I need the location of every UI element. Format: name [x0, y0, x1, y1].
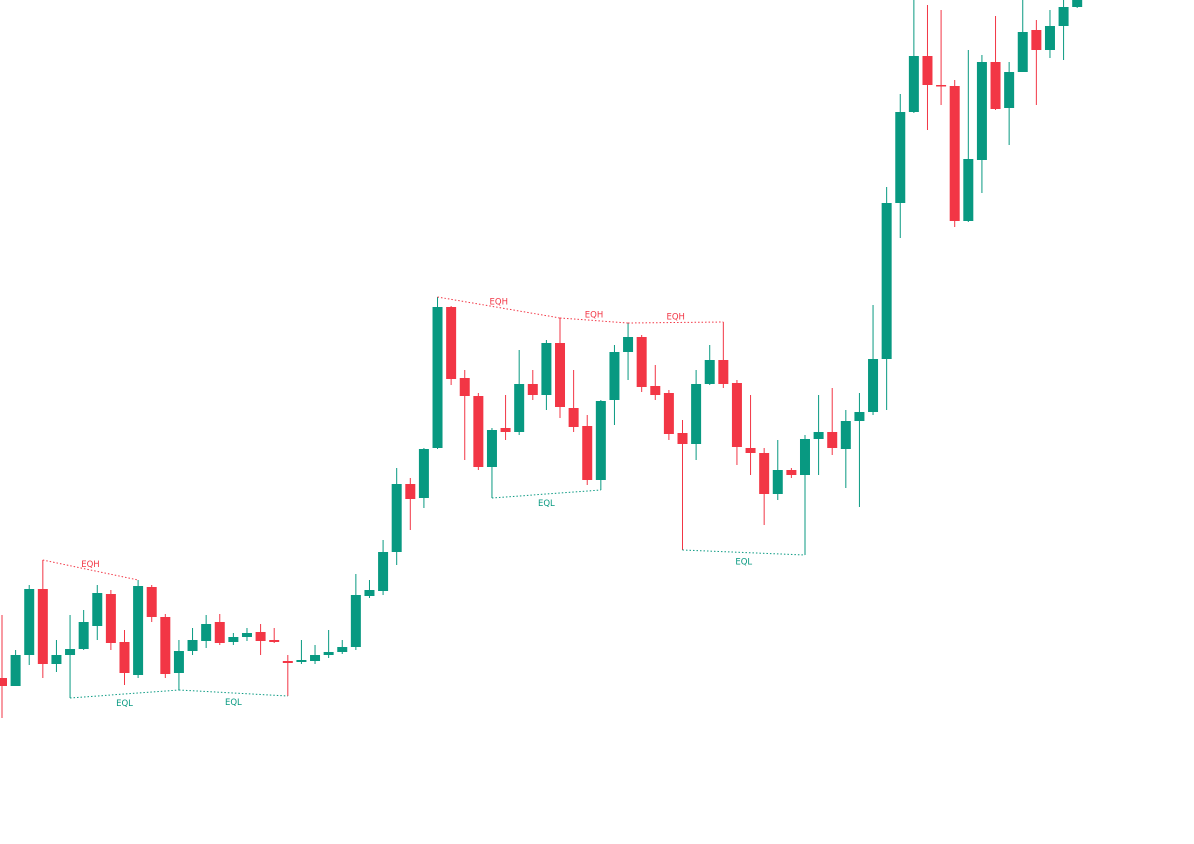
candle-body — [827, 432, 838, 448]
candle-body — [623, 337, 634, 352]
candle-body — [241, 633, 252, 637]
candle-body — [486, 430, 497, 467]
candle-body — [936, 85, 947, 87]
candle-body — [201, 624, 212, 641]
candle-body — [813, 432, 824, 439]
candle-body — [391, 484, 402, 552]
candle-body — [949, 86, 960, 221]
candle-body — [908, 56, 919, 112]
candle-body — [119, 642, 130, 673]
candle-body — [337, 647, 348, 652]
candle-body — [799, 439, 810, 475]
candle-body — [1044, 26, 1055, 50]
candle-body — [105, 594, 116, 643]
candle-body — [636, 337, 647, 387]
candle-body — [568, 408, 579, 427]
level-line — [682, 549, 806, 556]
candle-body — [323, 652, 334, 655]
candle-body — [772, 470, 783, 494]
candle-body — [514, 384, 525, 432]
candle-body — [895, 112, 906, 203]
candle-body — [459, 378, 470, 396]
candle-body — [555, 343, 566, 407]
candle-body — [187, 640, 198, 651]
level-line — [42, 559, 139, 581]
candle-body — [663, 393, 674, 434]
candle-body — [228, 637, 239, 642]
candle-body — [446, 307, 457, 379]
candle-body — [718, 360, 729, 384]
candle-body — [650, 386, 661, 395]
candle-body — [1058, 7, 1069, 26]
level-line — [491, 489, 601, 499]
candle-body — [704, 360, 715, 384]
candle-body — [1072, 0, 1083, 7]
candle-body — [922, 56, 933, 85]
candle-body — [255, 632, 266, 641]
candle-body — [432, 307, 443, 448]
candle-body — [527, 384, 538, 395]
candle-body — [418, 449, 429, 498]
candle-body — [963, 159, 974, 221]
level-label: EQH — [585, 311, 603, 321]
candle-body — [745, 448, 756, 453]
level-label: EQH — [666, 313, 684, 323]
candle-body — [133, 586, 144, 675]
candle-body — [595, 401, 606, 480]
candle-body — [759, 453, 770, 494]
candle-body — [310, 655, 321, 661]
candle-body — [24, 589, 35, 655]
candle-body — [500, 428, 511, 432]
level-label: EQL — [225, 698, 242, 708]
candle-body — [868, 359, 879, 412]
candle-body — [92, 593, 103, 626]
candle-body — [214, 622, 225, 643]
candle-body — [677, 433, 688, 444]
candle-body — [582, 426, 593, 480]
level-label: EQH — [81, 560, 99, 570]
level-label: EQL — [538, 499, 555, 509]
candle-body — [609, 352, 620, 400]
candle-body — [146, 587, 157, 617]
candle-body — [10, 655, 21, 686]
candle-body — [691, 384, 702, 444]
candle-body — [976, 62, 987, 160]
candle-body — [541, 343, 552, 395]
candle-body — [78, 622, 89, 649]
candle-body — [0, 678, 7, 686]
candle-body — [990, 62, 1001, 109]
candle-body — [269, 640, 280, 642]
candle-body — [296, 660, 307, 662]
level-label: EQL — [116, 699, 133, 709]
candle-body — [1004, 72, 1015, 108]
level-line — [178, 689, 288, 697]
candle-body — [65, 649, 76, 655]
candle-body — [786, 470, 797, 475]
candle-body — [160, 617, 171, 674]
candle-body — [282, 661, 293, 663]
candle-body — [473, 396, 484, 467]
candle-body — [350, 595, 361, 647]
level-line — [70, 689, 179, 699]
candle-body — [51, 655, 62, 664]
candle-body — [405, 484, 416, 499]
candle-body — [1017, 32, 1028, 72]
candle-body — [1031, 30, 1042, 50]
candle-body — [854, 412, 865, 421]
candle-body — [731, 383, 742, 447]
level-label: EQH — [490, 298, 508, 308]
candle-body — [840, 421, 851, 449]
candle-body — [881, 203, 892, 359]
candle-body — [364, 590, 375, 596]
candle-body — [37, 589, 48, 664]
candle-body — [173, 651, 184, 673]
level-line — [559, 317, 629, 324]
level-label: EQL — [735, 558, 752, 568]
candle-body — [378, 552, 389, 591]
